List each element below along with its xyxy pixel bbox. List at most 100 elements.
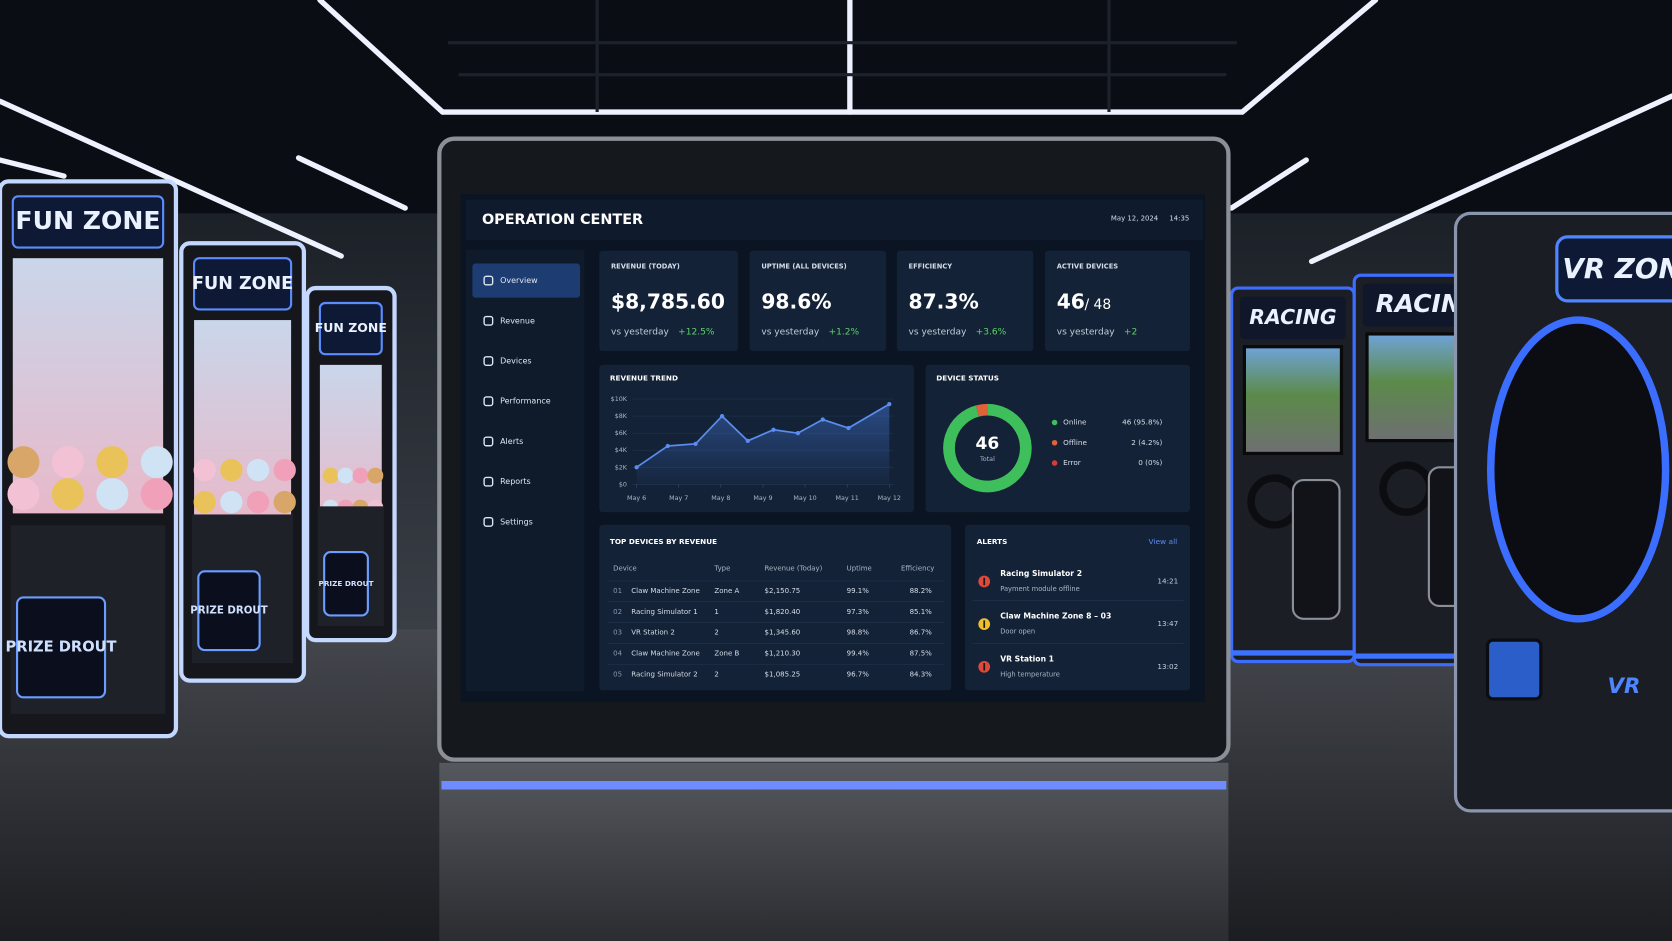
legend-label: Online bbox=[1063, 417, 1087, 426]
table-cell: 01 bbox=[613, 586, 622, 595]
kpi-value: 98.6% bbox=[761, 289, 831, 313]
kpi-card bbox=[1045, 250, 1191, 352]
kpi-delta: +2 bbox=[1124, 327, 1137, 337]
legend-dot bbox=[1051, 460, 1058, 466]
kpi-compare: vs yesterday bbox=[909, 327, 968, 337]
nav-item[interactable]: Revenue bbox=[500, 316, 535, 325]
x-tick-label: May 9 bbox=[753, 494, 772, 502]
alert-title: Racing Simulator 2 bbox=[1000, 569, 1082, 578]
nav-item[interactable]: Devices bbox=[500, 357, 531, 366]
area bbox=[636, 404, 890, 485]
kpi-compare: vs yesterday bbox=[1057, 327, 1116, 337]
y-tick-label: $0 bbox=[619, 480, 627, 488]
nav-item[interactable]: Settings bbox=[500, 517, 533, 526]
table-cell: 04 bbox=[613, 648, 622, 657]
plush-toy bbox=[367, 467, 384, 484]
nav-icon bbox=[483, 436, 494, 447]
plush-toy bbox=[352, 467, 369, 484]
table-cell: $1,085.25 bbox=[765, 669, 801, 678]
kpi-delta: +12.5% bbox=[678, 327, 715, 337]
vr-screen bbox=[1485, 638, 1543, 701]
plush-toy bbox=[246, 490, 270, 514]
kpi-delta: +3.6% bbox=[976, 327, 1007, 337]
alert-icon-mark bbox=[983, 620, 986, 628]
donut-segment bbox=[975, 403, 988, 417]
ceiling-light bbox=[1308, 93, 1672, 265]
y-tick-label: $6K bbox=[615, 429, 628, 437]
nav-item[interactable]: Reports bbox=[500, 477, 531, 486]
prize-panel bbox=[15, 596, 107, 699]
monitor-stand bbox=[439, 762, 1229, 941]
header-bar bbox=[465, 199, 1203, 241]
table-cell: VR Station 2 bbox=[631, 628, 675, 637]
y-tick-label: $8K bbox=[615, 412, 628, 420]
legend-value: 2 (4.2%) bbox=[1131, 438, 1162, 447]
alerts-action[interactable]: View all bbox=[1148, 537, 1177, 546]
ceiling-light bbox=[0, 98, 344, 259]
plush-toy bbox=[51, 446, 84, 479]
legend-dot bbox=[1051, 439, 1058, 446]
ceiling-light bbox=[0, 157, 67, 179]
racing-sign-text: RACING bbox=[1249, 305, 1336, 329]
table-cell: 03 bbox=[613, 628, 622, 637]
alert-detail: Payment module offline bbox=[1000, 585, 1080, 593]
machine-sign bbox=[11, 195, 165, 249]
table-cell: 85.1% bbox=[910, 607, 933, 616]
panel bbox=[599, 524, 952, 691]
vr-pod-label: VR bbox=[1608, 674, 1641, 699]
point bbox=[887, 402, 892, 407]
plush-toy bbox=[140, 478, 173, 511]
kpi-label: EFFICIENCY bbox=[909, 263, 953, 271]
nav-active bbox=[472, 263, 581, 298]
nav-icon bbox=[483, 396, 494, 407]
table-header: Type bbox=[713, 565, 730, 573]
nav-icon bbox=[483, 356, 494, 366]
donut-center-label: Total bbox=[979, 455, 995, 463]
plush-toy bbox=[96, 478, 129, 511]
ceiling-light bbox=[295, 155, 408, 211]
alert-title: Claw Machine Zone 8 – 03 bbox=[1000, 612, 1111, 621]
x-tick-label: May 10 bbox=[793, 494, 816, 502]
table-cell: 86.7% bbox=[910, 628, 933, 637]
header-title: OPERATION CENTER bbox=[482, 212, 643, 228]
prize-panel bbox=[323, 551, 369, 617]
table-cell: 99.4% bbox=[847, 648, 870, 657]
vr-sign-text: VR ZONE bbox=[1562, 252, 1672, 285]
donut-segment bbox=[943, 403, 1032, 493]
plush-toy bbox=[273, 458, 296, 482]
x-tick-label: May 11 bbox=[836, 494, 859, 502]
alert-time: 13:47 bbox=[1157, 619, 1178, 628]
table-cell: 2 bbox=[714, 669, 718, 678]
kpi-compare: vs yesterday bbox=[611, 327, 670, 337]
machine-glass bbox=[194, 320, 292, 522]
point bbox=[846, 425, 851, 431]
plush-toy bbox=[273, 490, 296, 514]
alert-detail: Door open bbox=[1000, 628, 1035, 636]
table-title: TOP DEVICES BY REVENUE bbox=[610, 537, 717, 546]
ceiling-light bbox=[1228, 157, 1309, 211]
point bbox=[719, 413, 725, 419]
line bbox=[636, 403, 890, 469]
point bbox=[771, 427, 776, 432]
nav-item[interactable]: Alerts bbox=[500, 437, 523, 446]
nav-item[interactable]: Performance bbox=[500, 397, 551, 406]
legend-dot bbox=[1051, 419, 1058, 426]
table-cell: Claw Machine Zone bbox=[631, 586, 700, 595]
nav-item[interactable]: Overview bbox=[500, 276, 538, 285]
x-tick-label: May 12 bbox=[878, 494, 901, 502]
table-cell: 05 bbox=[613, 669, 622, 678]
alert-icon-mark bbox=[983, 577, 986, 586]
alert-time: 14:21 bbox=[1157, 576, 1178, 585]
table-cell: Zone B bbox=[714, 648, 739, 657]
plush-toy bbox=[193, 458, 216, 482]
kpi-label: ACTIVE DEVICES bbox=[1057, 263, 1119, 271]
kpi-value: $8,785.60 bbox=[611, 289, 725, 313]
donut-center-value: 46 bbox=[976, 434, 1000, 454]
plush-toy bbox=[140, 446, 173, 479]
alert-icon-mark bbox=[983, 663, 986, 671]
point bbox=[665, 443, 670, 449]
panel bbox=[925, 364, 1191, 513]
table-header: Device bbox=[613, 565, 637, 573]
prize-panel-text: PRIZE DROUT bbox=[6, 638, 117, 655]
